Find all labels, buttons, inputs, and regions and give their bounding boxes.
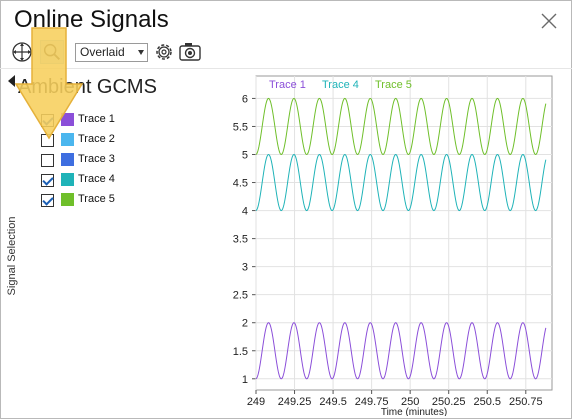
- move-icon[interactable]: [10, 40, 34, 64]
- y-tick-label: 4.5: [233, 178, 248, 190]
- y-tick-label: 1: [242, 374, 248, 386]
- x-tick-label: 249.5: [319, 396, 347, 408]
- legend-entry: Trace 1: [269, 79, 306, 91]
- y-tick-label: 1.5: [233, 346, 248, 358]
- trace-item-1[interactable]: Trace 1: [40, 111, 160, 131]
- plot-area: [255, 75, 553, 391]
- y-tick-label: 2: [242, 318, 248, 330]
- signal-chart[interactable]: 1 1.5 2 2.5 3 3.5 4 4.5 5 5.5 6 249 249.25 249.5 249.7…: [222, 70, 568, 416]
- trace-label: Trace 5: [78, 193, 115, 205]
- gear-icon[interactable]: [152, 40, 176, 64]
- x-tick-label: 250.25: [432, 396, 466, 408]
- y-tick-label: 2.5: [233, 290, 248, 302]
- y-tick-label: 5.5: [233, 121, 248, 133]
- trace-checkbox[interactable]: [41, 194, 54, 207]
- trace-checkbox[interactable]: [41, 114, 54, 127]
- collapse-panel-button[interactable]: [8, 75, 15, 87]
- signal-selection-label: Signal Selection: [6, 216, 18, 296]
- toolbar: Overlaid: [10, 40, 550, 66]
- x-tick-label: 250.75: [509, 396, 543, 408]
- y-tick-label: 5: [242, 150, 248, 162]
- y-tick-label: 3: [242, 262, 248, 274]
- series-line: [255, 153, 547, 212]
- y-tick-label: 4: [242, 206, 248, 218]
- magnifier-icon[interactable]: [40, 40, 64, 64]
- camera-icon[interactable]: [178, 40, 202, 64]
- legend-entry: Trace 5: [375, 79, 412, 91]
- trace-checkbox[interactable]: [41, 174, 54, 187]
- toolbar-divider: [0, 68, 572, 69]
- x-tick-label: 249: [247, 396, 265, 408]
- trace-color-swatch: [61, 153, 74, 166]
- series-line: [255, 322, 547, 380]
- y-tick-label: 3.5: [233, 234, 248, 246]
- x-tick-label: 249.75: [355, 396, 389, 408]
- view-mode-select[interactable]: Overlaid: [75, 43, 148, 62]
- x-tick-label: 250: [401, 396, 419, 408]
- trace-label: Trace 2: [78, 133, 115, 145]
- trace-color-swatch: [61, 133, 74, 146]
- trace-label: Trace 4: [78, 173, 115, 185]
- trace-label: Trace 1: [78, 113, 115, 125]
- window-title: Online Signals: [14, 6, 169, 33]
- trace-item-2[interactable]: Trace 2: [40, 131, 160, 151]
- chevron-down-icon: [138, 50, 144, 55]
- trace-checkbox[interactable]: [41, 134, 54, 147]
- trace-color-swatch: [61, 193, 74, 206]
- trace-color-swatch: [61, 113, 74, 126]
- trace-item-5[interactable]: Trace 5: [40, 191, 160, 211]
- x-tick-label: 249.25: [278, 396, 312, 408]
- trace-list: Trace 1 Trace 2 Trace 3 Trace 4 Trace 5: [40, 111, 160, 211]
- close-icon[interactable]: [540, 12, 558, 30]
- view-mode-value: Overlaid: [80, 45, 125, 59]
- legend-entry: Trace 4: [322, 79, 359, 91]
- trace-item-4[interactable]: Trace 4: [40, 171, 160, 191]
- trace-item-3[interactable]: Trace 3: [40, 151, 160, 171]
- x-axis-label: Time (minutes): [381, 407, 447, 416]
- y-tick-label: 6: [242, 93, 248, 105]
- trace-color-swatch: [61, 173, 74, 186]
- trace-checkbox[interactable]: [41, 154, 54, 167]
- trace-label: Trace 3: [78, 153, 115, 165]
- signal-group-name: Ambient GCMS: [18, 76, 157, 98]
- x-tick-label: 250.5: [473, 396, 501, 408]
- series-line: [255, 97, 547, 156]
